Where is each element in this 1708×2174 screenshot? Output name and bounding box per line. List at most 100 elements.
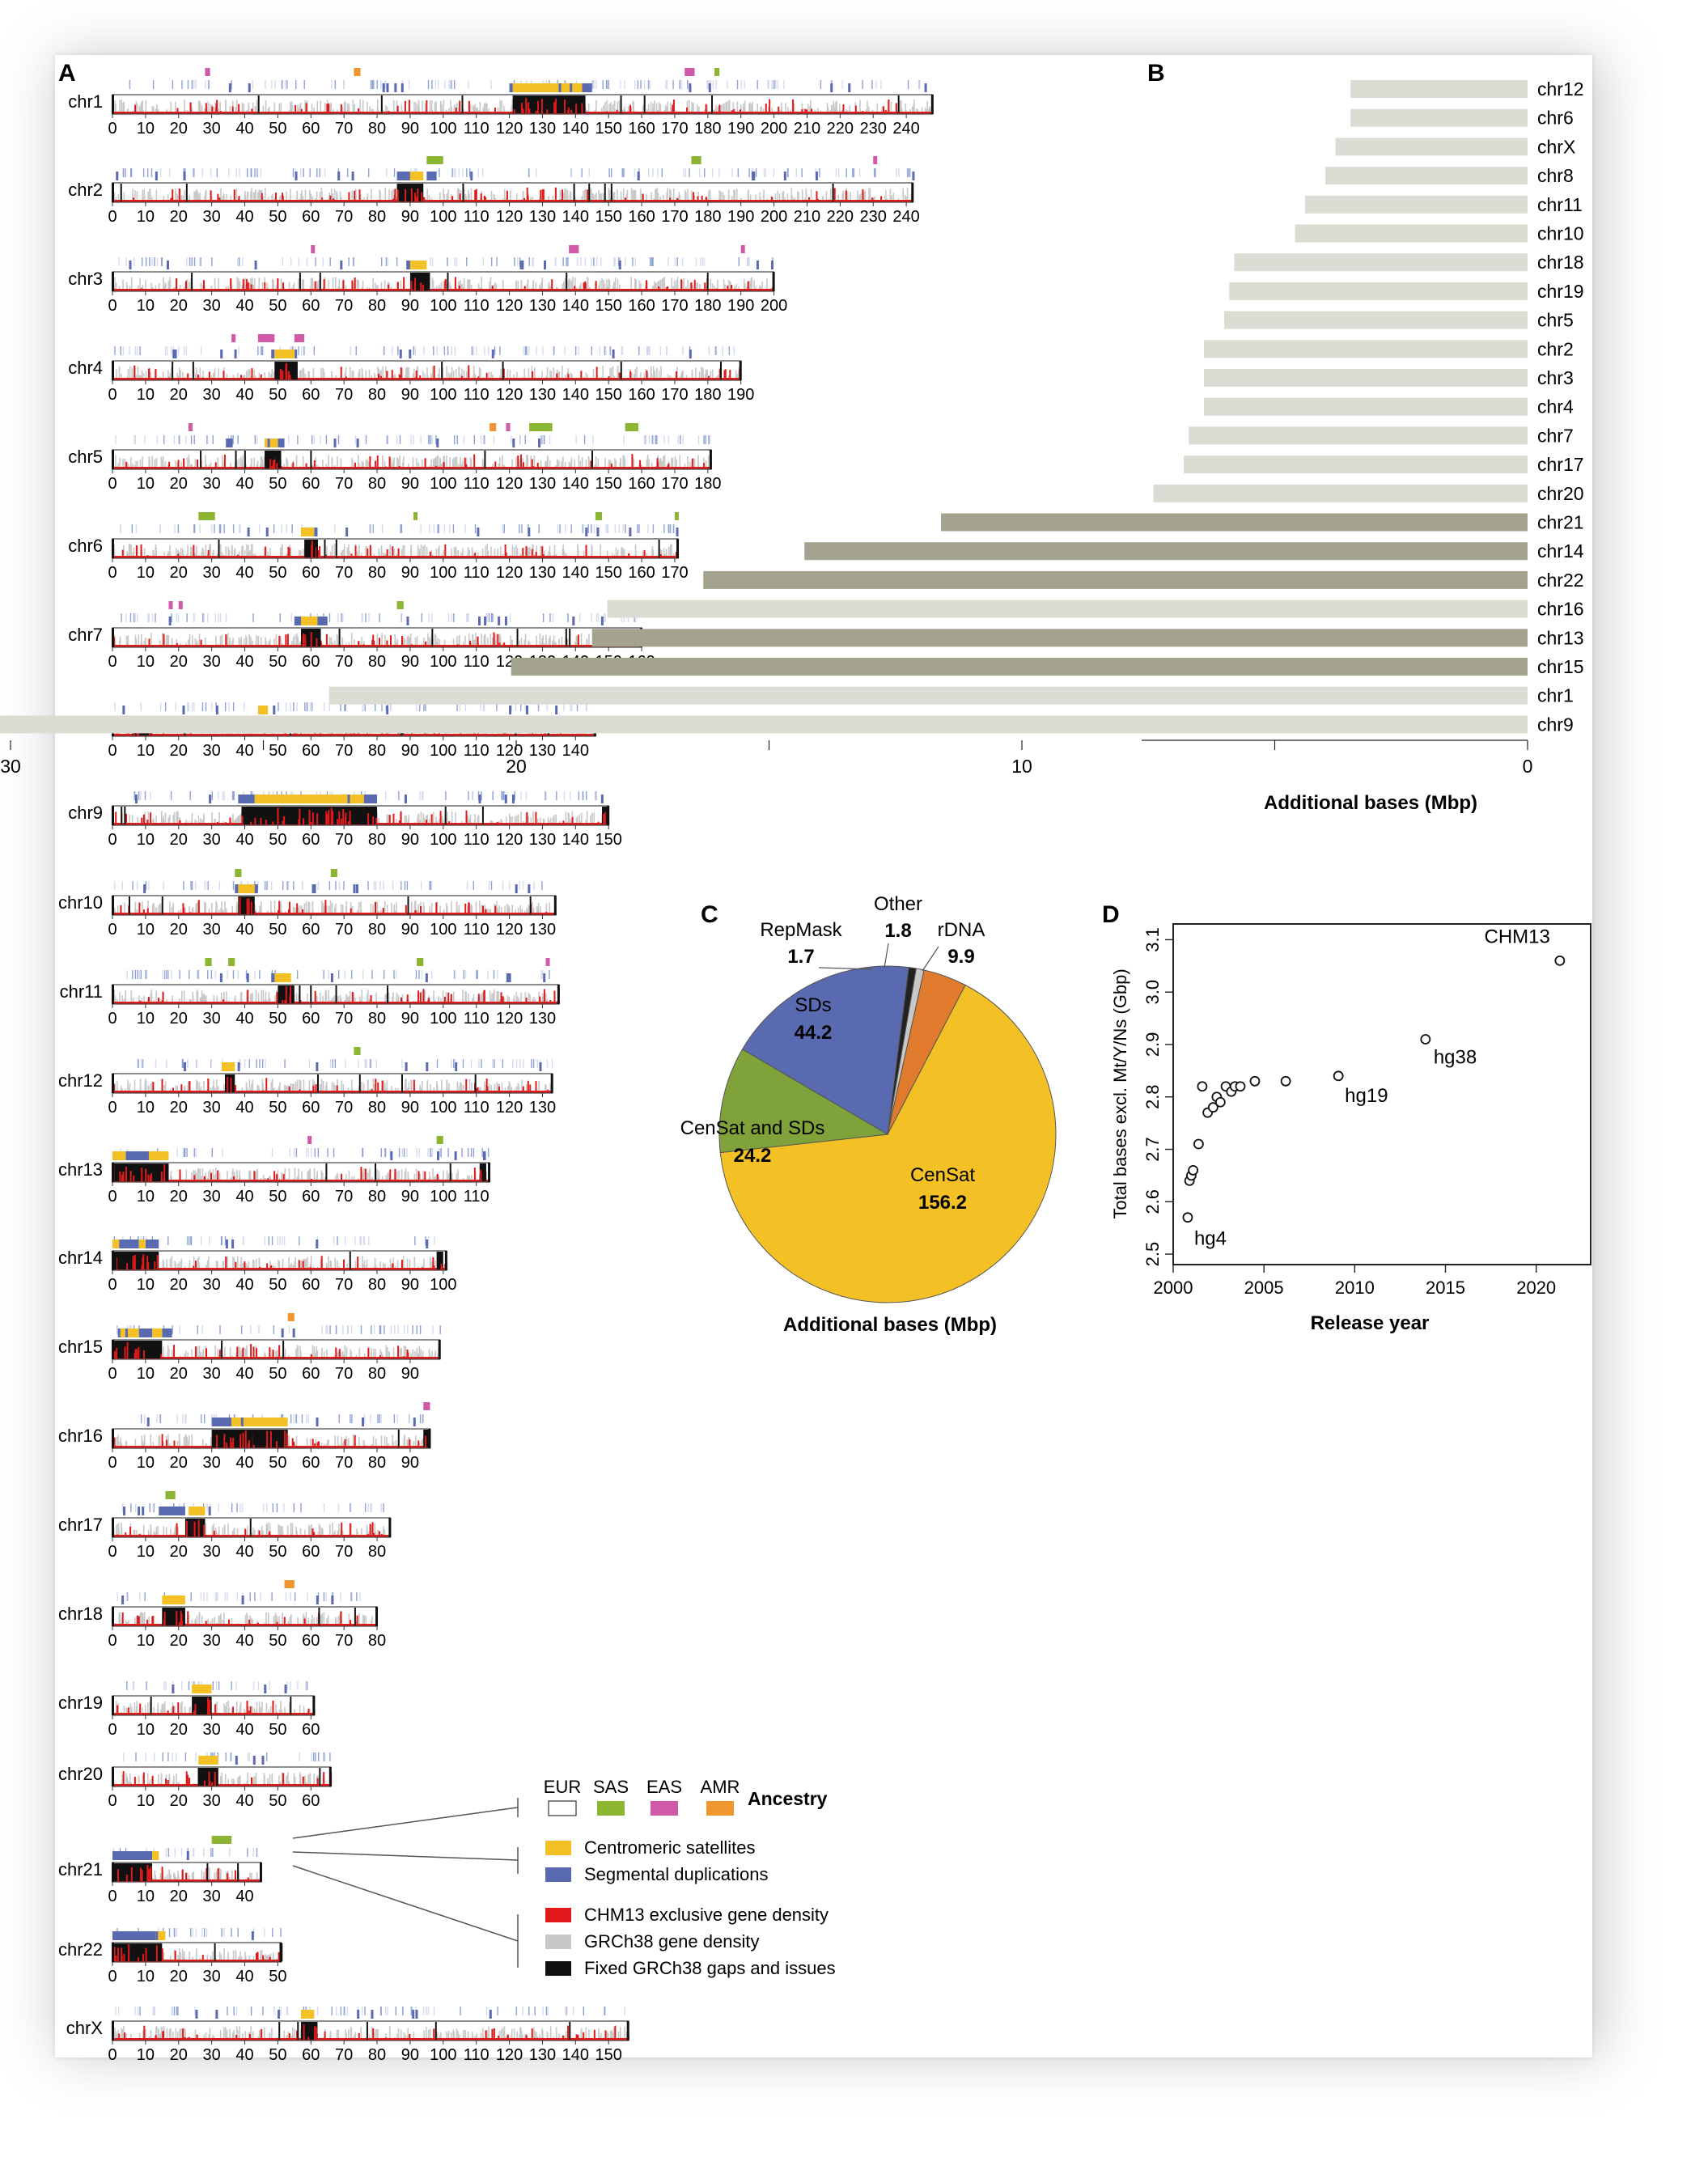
fixed-grch38-issue	[235, 451, 237, 468]
chm13-exclusive-gene-density	[810, 108, 812, 114]
grch38-gene-density	[916, 108, 918, 114]
eur-ancestry-mark	[634, 168, 636, 177]
segmental-duplication	[220, 350, 223, 358]
chm13-exclusive-gene-density	[345, 816, 347, 825]
grch38-gene-density	[468, 633, 470, 647]
grch38-gene-density	[506, 904, 508, 915]
grch38-gene-density	[417, 816, 419, 825]
eur-ancestry-mark	[284, 80, 286, 89]
grch38-gene-density	[205, 545, 207, 558]
axis-tick-label: 180	[694, 120, 721, 138]
eur-ancestry-mark	[570, 168, 573, 177]
axis-tick-label: 70	[335, 921, 353, 939]
grch38-gene-density	[189, 634, 191, 647]
axis-tick-label: 240	[892, 120, 919, 138]
chm13-exclusive-gene-density	[458, 285, 460, 291]
grch38-gene-density	[261, 456, 263, 469]
fixed-grch38-issue	[643, 95, 646, 113]
eas-ancestry-mark	[569, 245, 579, 253]
grch38-gene-density	[447, 372, 450, 380]
chm13-baseline	[112, 378, 741, 380]
eur-ancestry-mark	[773, 80, 775, 89]
grch38-gene-density	[248, 551, 250, 558]
grch38-gene-density	[167, 370, 169, 380]
chm13-exclusive-gene-density	[584, 281, 587, 291]
grch38-gene-density	[793, 103, 795, 114]
grch38-gene-density	[859, 100, 861, 114]
chm13-exclusive-gene-density	[425, 641, 427, 647]
grch38-gene-density	[417, 104, 418, 114]
grch38-gene-density	[331, 456, 333, 469]
grch38-gene-density	[205, 195, 207, 202]
grch38-gene-density	[391, 190, 392, 202]
grch38-gene-density	[384, 634, 386, 647]
grch38-gene-density	[291, 641, 293, 647]
chm13-exclusive-gene-density	[282, 370, 284, 380]
fixed-grch38-issue	[604, 184, 606, 201]
segmental-duplication	[538, 439, 541, 447]
eur-ancestry-mark	[557, 524, 559, 533]
grch38-gene-density	[379, 374, 381, 380]
eur-ancestry-mark	[665, 80, 667, 89]
grch38-gene-density	[354, 279, 357, 291]
eur-ancestry-mark	[344, 702, 345, 711]
chm13-exclusive-gene-density	[304, 634, 307, 647]
chm13-exclusive-gene-density	[250, 901, 252, 915]
chm13-exclusive-gene-density	[298, 819, 300, 825]
grch38-gene-density	[267, 197, 269, 202]
axis-tick-label: 110	[464, 653, 490, 671]
grch38-gene-density	[663, 457, 665, 469]
grch38-gene-density	[245, 634, 247, 647]
eur-ancestry-mark	[652, 257, 654, 266]
chm13-exclusive-gene-density	[410, 287, 413, 291]
grch38-gene-density	[443, 281, 444, 291]
eur-ancestry-mark	[223, 524, 225, 533]
axis-tick-label: 30	[203, 120, 221, 138]
eur-ancestry-mark	[542, 613, 545, 622]
segmental-duplication	[555, 706, 558, 714]
eur-ancestry-mark	[400, 524, 401, 533]
eur-ancestry-mark	[216, 168, 218, 177]
axis-tick-label: 120	[496, 208, 523, 226]
eur-ancestry-mark	[614, 524, 617, 533]
grch38-gene-density	[595, 100, 597, 114]
grch38-gene-density	[431, 366, 434, 380]
grch38-gene-density	[516, 371, 518, 380]
chm13-exclusive-gene-density	[295, 104, 297, 114]
grch38-gene-density	[810, 189, 812, 202]
grch38-gene-density	[273, 901, 276, 915]
grch38-gene-density	[115, 455, 117, 469]
fixed-grch38-issue	[529, 896, 532, 914]
eur-ancestry-mark	[148, 613, 150, 622]
grch38-gene-density	[117, 905, 119, 915]
grch38-gene-density	[283, 464, 285, 469]
eur-ancestry-mark	[193, 168, 195, 177]
grch38-gene-density	[199, 102, 201, 114]
grch38-gene-density	[489, 285, 490, 291]
grch38-gene-density	[265, 637, 266, 647]
eur-ancestry-mark	[124, 168, 125, 177]
eur-ancestry-mark	[562, 257, 564, 266]
grch38-gene-density	[435, 816, 437, 825]
grch38-gene-density	[644, 285, 646, 291]
eur-ancestry-mark	[165, 970, 167, 979]
grch38-gene-density	[367, 459, 368, 469]
grch38-gene-density	[470, 459, 473, 469]
eur-ancestry-mark	[880, 80, 882, 89]
eur-ancestry-mark	[393, 970, 395, 979]
grch38-gene-density	[392, 100, 395, 114]
grch38-gene-density	[333, 108, 334, 114]
grch38-gene-density	[153, 902, 155, 915]
eur-ancestry-mark	[232, 435, 234, 444]
grch38-gene-density	[564, 278, 566, 291]
eur-ancestry-mark	[514, 257, 515, 266]
grch38-gene-density	[929, 106, 930, 114]
chm13-exclusive-gene-density	[261, 193, 263, 202]
grch38-gene-density	[491, 639, 494, 647]
chm13-exclusive-gene-density	[631, 454, 634, 469]
grch38-gene-density	[362, 280, 364, 291]
axis-tick-label: 60	[302, 386, 320, 404]
grch38-gene-density	[224, 901, 226, 915]
